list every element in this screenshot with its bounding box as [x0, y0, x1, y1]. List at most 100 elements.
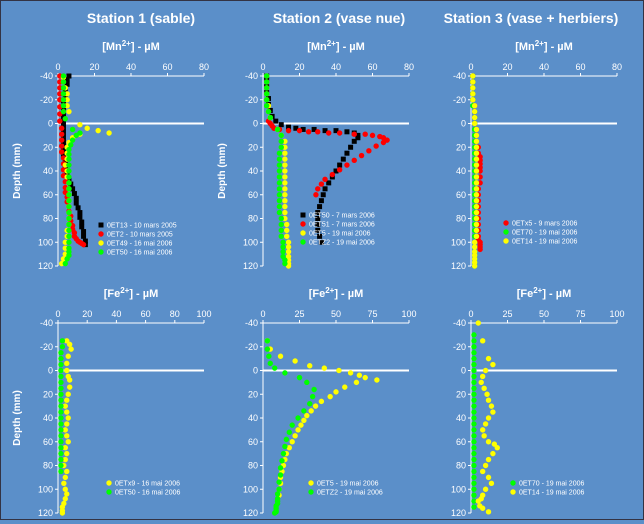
- data-point: [271, 510, 278, 516]
- data-point: [321, 365, 328, 371]
- data-point: [348, 144, 354, 150]
- data-point: [318, 198, 324, 204]
- legend-marker: [503, 238, 509, 244]
- data-point: [473, 132, 480, 139]
- data-point: [471, 444, 477, 451]
- data-point: [71, 191, 77, 197]
- data-point: [58, 391, 64, 397]
- data-point: [490, 409, 496, 415]
- data-point: [313, 192, 319, 198]
- data-point: [471, 355, 477, 362]
- data-point: [58, 427, 64, 433]
- data-point: [80, 241, 87, 248]
- x-tick-label: 0: [468, 309, 473, 319]
- legend: 0ETx9 - 16 mai 2006 0ET50 - 16 mai 2006: [106, 480, 180, 497]
- data-point: [296, 127, 303, 134]
- data-point: [475, 320, 481, 326]
- data-point: [337, 162, 343, 168]
- y-tick-label: 80: [456, 214, 466, 224]
- panel-title: [Fe2+] - µM: [517, 286, 572, 300]
- data-point: [473, 215, 480, 222]
- legend: 0ET50 - 7 mars 2006 0ET51 - 7 mars 2006 0E…: [300, 212, 375, 247]
- data-point: [278, 221, 284, 228]
- legend-label: 0ET50 - 16 mai 2006: [115, 490, 180, 497]
- data-point: [491, 441, 498, 447]
- data-point: [295, 427, 301, 433]
- y-tick-label: 60: [456, 437, 466, 447]
- data-point: [58, 456, 64, 463]
- data-point: [60, 102, 67, 109]
- data-point: [58, 462, 64, 469]
- x-tick-label: 0: [468, 62, 473, 72]
- data-point: [471, 492, 477, 498]
- y-tick-label: 60: [43, 437, 53, 447]
- data-point: [276, 479, 282, 485]
- data-point: [471, 120, 478, 127]
- data-point: [326, 180, 332, 186]
- data-point: [62, 474, 68, 481]
- legend: 0ET70 - 19 mai 2006 0ET14 - 19 mai 2006: [510, 480, 584, 497]
- station-1-title: Station 1 (sable): [87, 10, 195, 26]
- data-point: [471, 385, 477, 392]
- data-point: [66, 192, 72, 198]
- data-point: [276, 168, 283, 174]
- y-tick-label: -20: [245, 342, 258, 352]
- data-point: [289, 422, 295, 428]
- y-tick-label: 0: [461, 119, 466, 129]
- x-tick-label: 80: [612, 62, 622, 72]
- data-point: [471, 114, 478, 121]
- legend-label: 0ET14 - 19 mai 2006: [512, 239, 577, 246]
- y-tick-label: 20: [43, 142, 53, 152]
- data-point: [318, 181, 325, 187]
- data-point: [471, 403, 477, 409]
- data-point: [473, 162, 480, 168]
- y-axis-label: Depth (mm): [217, 143, 228, 199]
- data-point: [285, 244, 292, 250]
- data-point: [283, 436, 290, 443]
- data-point: [344, 129, 350, 135]
- y-tick-label: -20: [453, 342, 466, 352]
- legend-marker: [308, 480, 314, 486]
- data-point: [326, 130, 332, 136]
- legend-label: 0ET2 - 10 mars 2005: [107, 232, 173, 239]
- data-point: [58, 468, 64, 475]
- data-point: [471, 450, 477, 457]
- x-tick-label: 40: [331, 62, 341, 72]
- y-tick-label: 0: [461, 366, 466, 376]
- data-point: [471, 361, 477, 368]
- x-tick-label: 75: [575, 309, 585, 319]
- x-tick-label: 60: [162, 62, 172, 72]
- x-tick-label: 100: [609, 309, 624, 319]
- data-point: [479, 468, 486, 475]
- y-tick-label: 60: [248, 437, 258, 447]
- data-point: [280, 450, 287, 457]
- y-tick-label: 0: [48, 119, 53, 129]
- data-point: [66, 203, 72, 210]
- x-tick-label: 40: [539, 62, 549, 72]
- y-tick-label: 20: [248, 389, 258, 399]
- data-point: [481, 385, 487, 392]
- data-point: [473, 209, 480, 216]
- data-point: [490, 361, 496, 368]
- data-point: [471, 397, 477, 403]
- chart-panel-6: [Fe2+] - µM 0 25 50 75 100 -40 -20 0 20 40 60 80 100 1…: [451, 286, 625, 518]
- data-point: [470, 85, 476, 91]
- series-2: [475, 320, 500, 515]
- data-point: [318, 239, 324, 245]
- data-point: [336, 167, 343, 173]
- data-point: [58, 349, 64, 356]
- y-tick-label: 100: [38, 484, 53, 494]
- data-point: [315, 221, 321, 227]
- data-point: [58, 403, 64, 409]
- station-2-title: Station 2 (vase nue): [273, 10, 405, 26]
- data-point: [64, 468, 70, 475]
- data-point: [58, 379, 64, 386]
- x-tick-label: 20: [294, 62, 304, 72]
- data-point: [473, 233, 480, 240]
- data-point: [278, 122, 284, 128]
- legend-marker: [503, 220, 509, 226]
- y-tick-label: 120: [243, 508, 258, 518]
- panel-title: [Mn2+] - µM: [307, 39, 365, 53]
- y-tick-label: -20: [453, 95, 466, 105]
- data-point: [292, 433, 298, 439]
